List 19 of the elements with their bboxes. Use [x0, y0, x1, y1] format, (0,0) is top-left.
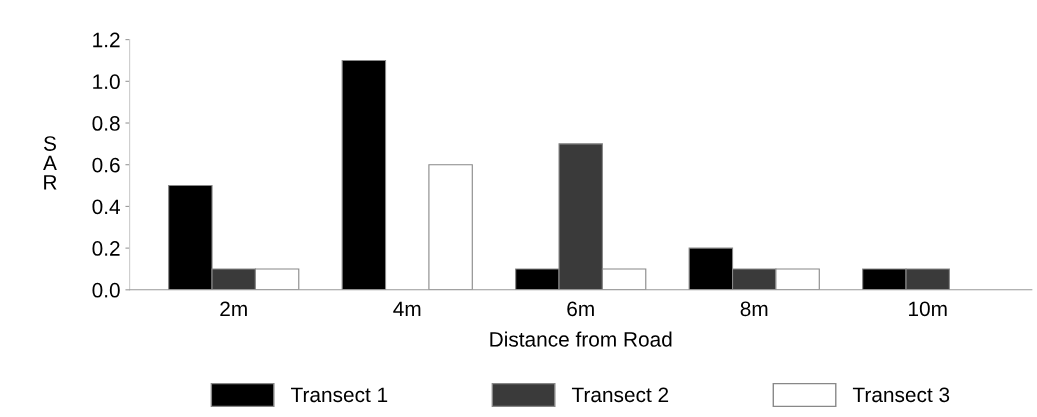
x-tick-label: 6m [567, 301, 594, 317]
y-tick-label: 0.0 [92, 282, 120, 298]
y-tick-label: 1.0 [93, 74, 120, 90]
x-tick-label: 10m [909, 301, 947, 317]
y-tick-label: 1.2 [93, 32, 120, 48]
legend-label: Transect 2 [571, 387, 669, 403]
y-axis-title: SAR [43, 136, 57, 190]
bar [428, 164, 473, 290]
legend-label: Transect 3 [852, 387, 950, 403]
bar [341, 59, 387, 290]
x-tick-label: 8m [740, 301, 768, 317]
y-tick-label: 0.6 [92, 157, 120, 173]
y-tick-label: 0.8 [92, 116, 120, 131]
y-tick-label: 0.4 [92, 199, 120, 215]
y-tick-label: 0.2 [92, 241, 120, 256]
legend-label: Transect 1 [290, 387, 388, 403]
x-tick-label: 4m [393, 301, 421, 317]
x-axis-title: Distance from Road [490, 331, 672, 347]
x-tick-label: 2m [220, 301, 247, 317]
